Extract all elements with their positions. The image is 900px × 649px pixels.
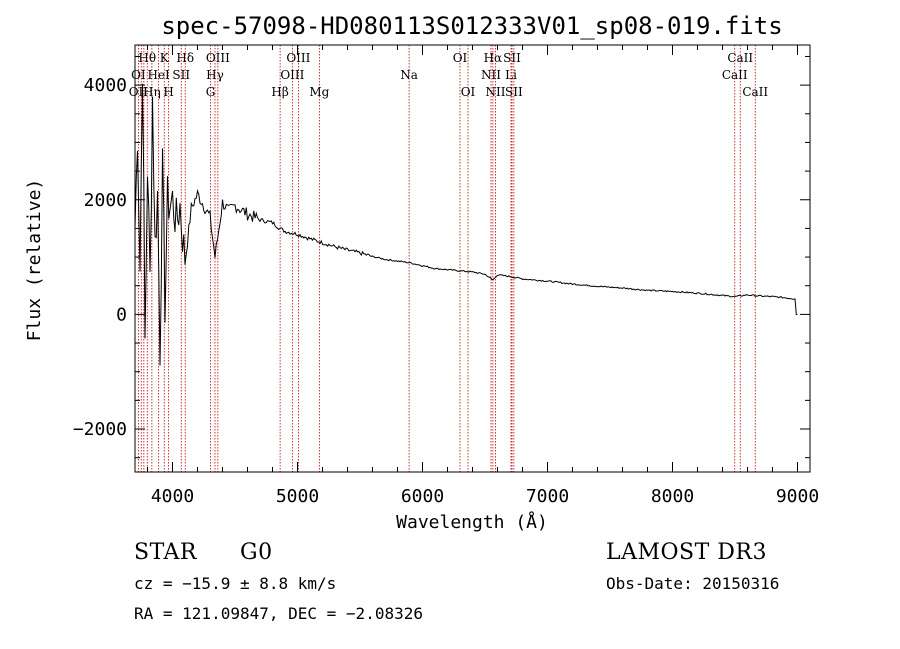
redshift-velocity: cz = −15.9 ± 8.8 km/s <box>134 574 337 593</box>
spectral-line-label: Hβ <box>271 85 288 99</box>
y-tick-label: 4000 <box>84 75 127 96</box>
spectral-line-label: Hη <box>143 85 161 99</box>
x-tick-label: 5000 <box>276 486 319 507</box>
y-axis-label: Flux (relative) <box>24 179 45 342</box>
spectral-line-label: OIII <box>286 51 310 65</box>
spectral-line-label: OI <box>453 51 468 65</box>
x-tick-label: 9000 <box>776 486 819 507</box>
spectral-line-label: Na <box>400 68 418 82</box>
spectral-line-label: Li <box>505 68 517 82</box>
spectral-line-label: SII <box>172 68 190 82</box>
axis-ticks: 4000 5000 6000 7000 8000 9000 −2000 0 2000 4000 <box>73 45 819 507</box>
spectral-line-label: Mg <box>309 85 329 99</box>
spectral-line-markers <box>137 45 756 472</box>
spectral-line-label: OIII <box>206 51 230 65</box>
y-tick-label: 2000 <box>84 190 127 211</box>
y-tick-label: 0 <box>116 304 127 325</box>
spectral-line-label: HeI <box>147 68 170 82</box>
spectral-line-label: OIII <box>280 68 304 82</box>
coordinates: RA = 121.09847, DEC = −2.08326 <box>134 604 423 623</box>
x-tick-label: 7000 <box>526 486 569 507</box>
spectral-line-label: H <box>163 85 173 99</box>
x-axis-label: Wavelength (Å) <box>396 511 548 533</box>
observation-date: Obs-Date: 20150316 <box>606 574 780 593</box>
spectral-line-label: Hθ <box>138 51 156 65</box>
chart-title: spec-57098-HD080113S012333V01_sp08-019.f… <box>161 12 782 40</box>
spectral-line-label: OI <box>461 85 476 99</box>
spectral-line-label: SII <box>503 51 521 65</box>
spectral-line-label: CaII <box>742 85 768 99</box>
spectrum-line <box>134 83 798 366</box>
spectral-line-labels: Hθ OI OII K HeI Hη Hδ SII H OIII Hγ G OIII OIII Hβ Mg Na… <box>129 51 769 99</box>
spectral-line-label: Hγ <box>206 68 224 82</box>
spectral-line-label: NII <box>481 68 501 82</box>
spectral-subclass: G0 <box>240 540 273 565</box>
spectral-line-label: Hα <box>484 51 503 65</box>
spectral-line-label: NII <box>486 85 506 99</box>
plot-frame <box>134 44 811 473</box>
y-tick-label: −2000 <box>73 419 127 440</box>
x-tick-label: 8000 <box>651 486 694 507</box>
spectral-line-label: OII <box>129 85 149 99</box>
survey-name: LAMOST DR3 <box>606 540 767 565</box>
object-class: STAR <box>134 540 197 565</box>
spectral-line-label: K <box>160 51 170 65</box>
spectral-line-label: SII <box>505 85 523 99</box>
spectral-line-label: CaII <box>727 51 753 65</box>
spectral-line-label: OI <box>131 68 146 82</box>
x-tick-label: 4000 <box>151 486 194 507</box>
spectral-line-label: Hδ <box>176 51 194 65</box>
spectral-line-label: CaII <box>722 68 748 82</box>
x-tick-label: 6000 <box>401 486 444 507</box>
spectral-line-label: G <box>206 85 216 99</box>
